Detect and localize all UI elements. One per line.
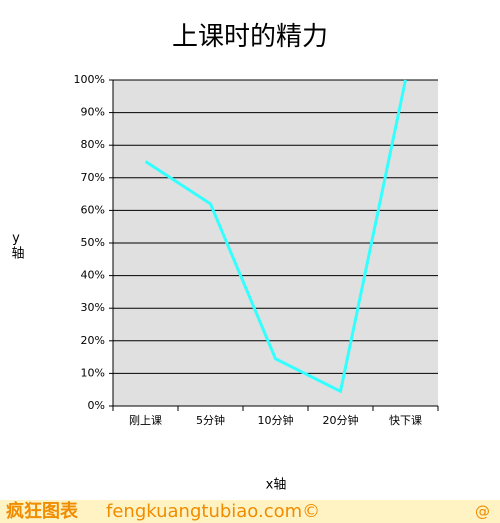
x-tick-label: 刚上课 xyxy=(129,414,162,427)
footer-band xyxy=(0,500,500,523)
chart-title: 上课时的精力 xyxy=(172,22,328,52)
y-tick-label: 0% xyxy=(88,399,105,412)
y-tick-label: 60% xyxy=(81,203,105,216)
y-tick-label: 10% xyxy=(81,366,105,379)
footer-site: fengkuangtubiao.com© xyxy=(106,501,320,522)
x-tick-label: 快下课 xyxy=(389,414,422,427)
y-tick-label: 90% xyxy=(81,106,105,119)
x-tick-label: 5分钟 xyxy=(196,413,225,427)
data-line xyxy=(144,79,407,394)
footer-mark: @ xyxy=(475,503,490,521)
y-tick-label: 20% xyxy=(81,334,105,347)
y-tick-label: 50% xyxy=(81,236,105,249)
x-tick-label: 10分钟 xyxy=(258,413,294,427)
footer-brand: 疯狂图表 xyxy=(6,500,79,522)
y-tick-label: 40% xyxy=(81,269,105,282)
y-axis-label: y轴 xyxy=(9,231,25,259)
y-tick-label: 100% xyxy=(74,73,105,86)
y-tick-label: 70% xyxy=(81,171,105,184)
y-tick-label: 30% xyxy=(81,301,105,314)
x-tick-label: 20分钟 xyxy=(323,413,359,427)
y-tick-label: 80% xyxy=(81,138,105,151)
x-axis-label: x轴 xyxy=(266,478,287,493)
